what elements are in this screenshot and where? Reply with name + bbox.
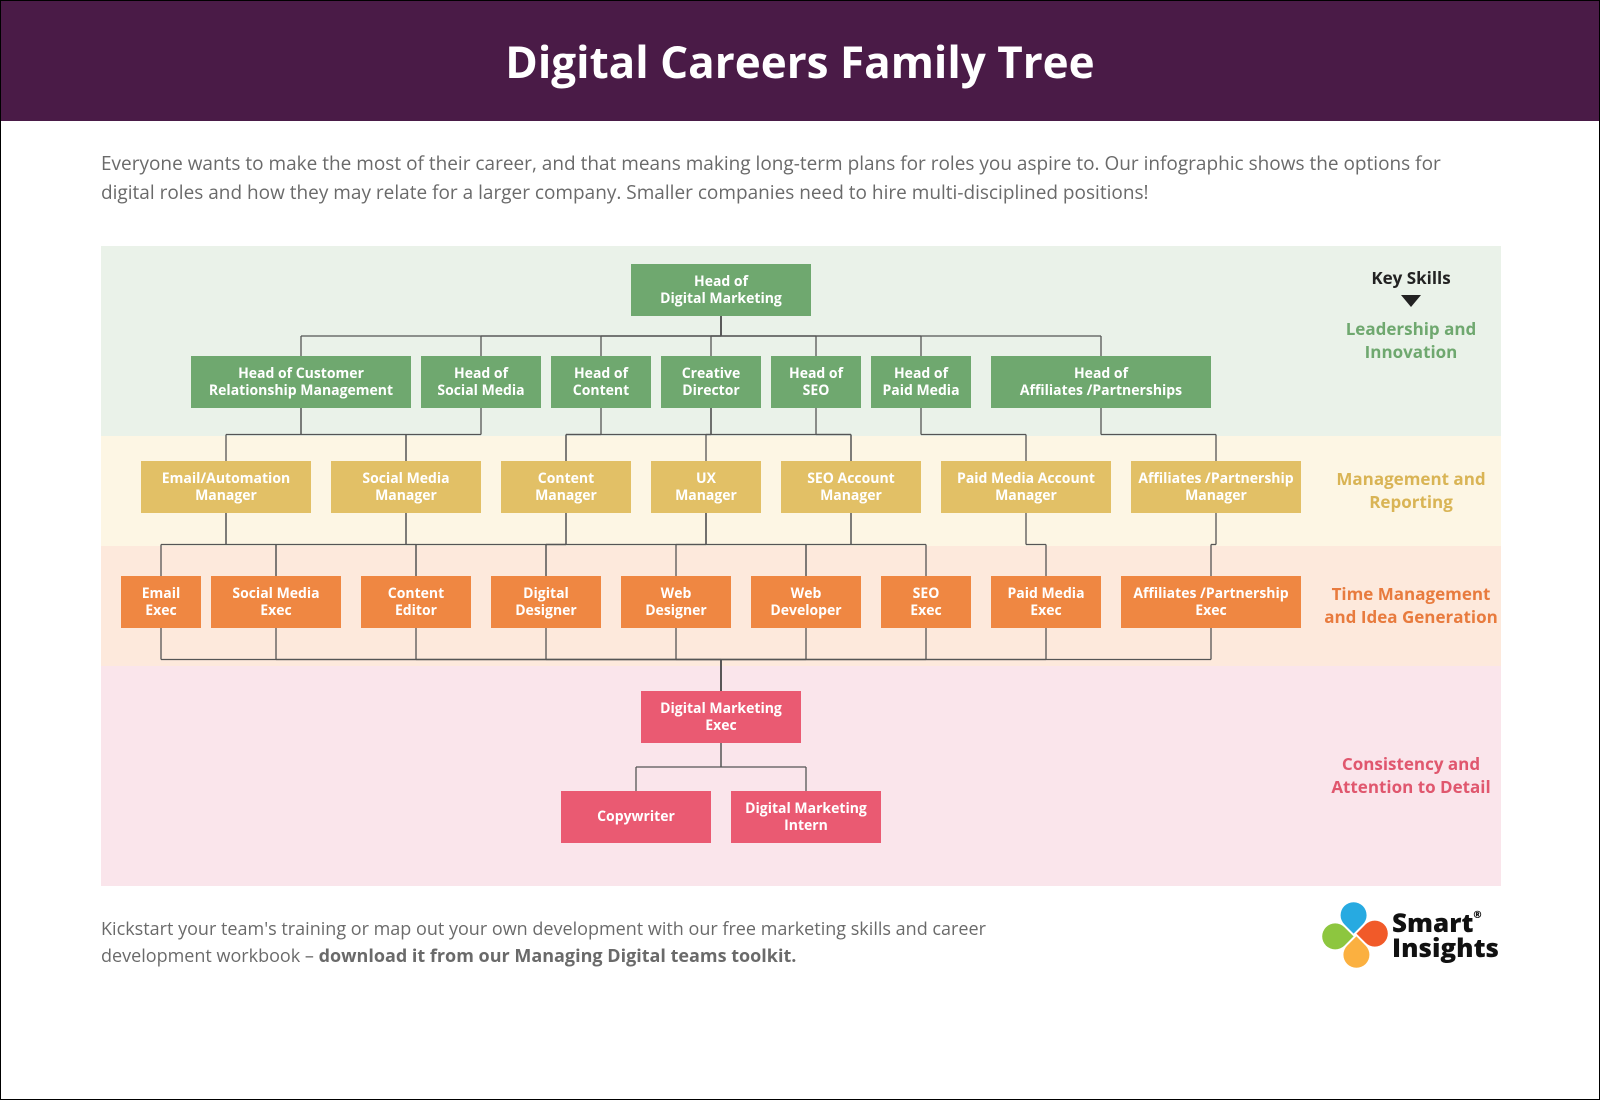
- role-node: Web Designer: [621, 576, 731, 628]
- role-node: Affiliates /Partnership Manager: [1131, 461, 1301, 513]
- role-node: Paid Media Exec: [991, 576, 1101, 628]
- intro-text: Everyone wants to make the most of their…: [1, 121, 1599, 216]
- brand-logo: Smart® Insights: [1326, 906, 1499, 964]
- role-node: Social Media Exec: [211, 576, 341, 628]
- role-node: SEO Exec: [881, 576, 971, 628]
- role-node: Head of SEO: [771, 356, 861, 408]
- role-node: Head of Digital Marketing: [631, 264, 811, 316]
- role-node: Digital Designer: [491, 576, 601, 628]
- role-node: Head of Affiliates /Partnerships: [991, 356, 1211, 408]
- role-node: Digital Marketing Intern: [731, 791, 881, 843]
- skill-band-label: Consistency and Attention to Detail: [1321, 752, 1501, 798]
- logo-text: Smart® Insights: [1392, 910, 1499, 959]
- role-node: Paid Media Account Manager: [941, 461, 1111, 513]
- org-tree-chart: Leadership and Innovation Management and …: [101, 246, 1501, 886]
- role-node: Head of Content: [551, 356, 651, 408]
- role-node: Head of Social Media: [421, 356, 541, 408]
- role-node: Digital Marketing Exec: [641, 691, 801, 743]
- chevron-down-icon: [1401, 295, 1421, 307]
- role-node: Head of Paid Media: [871, 356, 971, 408]
- role-node: Content Manager: [501, 461, 631, 513]
- skill-band-label: Leadership and Innovation: [1321, 317, 1501, 363]
- role-node: Creative Director: [661, 356, 761, 408]
- role-node: Email Exec: [121, 576, 201, 628]
- role-node: SEO Account Manager: [781, 461, 921, 513]
- role-node: UX Manager: [651, 461, 761, 513]
- role-node: Copywriter: [561, 791, 711, 843]
- role-node: Affiliates /Partnership Exec: [1121, 576, 1301, 628]
- logo-mark-icon: [1326, 906, 1384, 964]
- key-skills-title: Key Skills: [1321, 266, 1501, 307]
- page-footer: Kickstart your team's training or map ou…: [1, 886, 1599, 970]
- footer-link-text[interactable]: download it from our Managing Digital te…: [319, 944, 797, 968]
- role-node: Head of Customer Relationship Management: [191, 356, 411, 408]
- page-header: Digital Careers Family Tree: [1, 1, 1599, 121]
- role-node: Web Developer: [751, 576, 861, 628]
- page-title: Digital Careers Family Tree: [505, 31, 1094, 91]
- role-node: Social Media Manager: [331, 461, 481, 513]
- role-node: Content Editor: [361, 576, 471, 628]
- skill-band: [101, 666, 1501, 886]
- skill-band-label: Time Management and Idea Generation: [1321, 582, 1501, 628]
- role-node: Email/Automation Manager: [141, 461, 311, 513]
- skill-band-label: Management and Reporting: [1321, 467, 1501, 513]
